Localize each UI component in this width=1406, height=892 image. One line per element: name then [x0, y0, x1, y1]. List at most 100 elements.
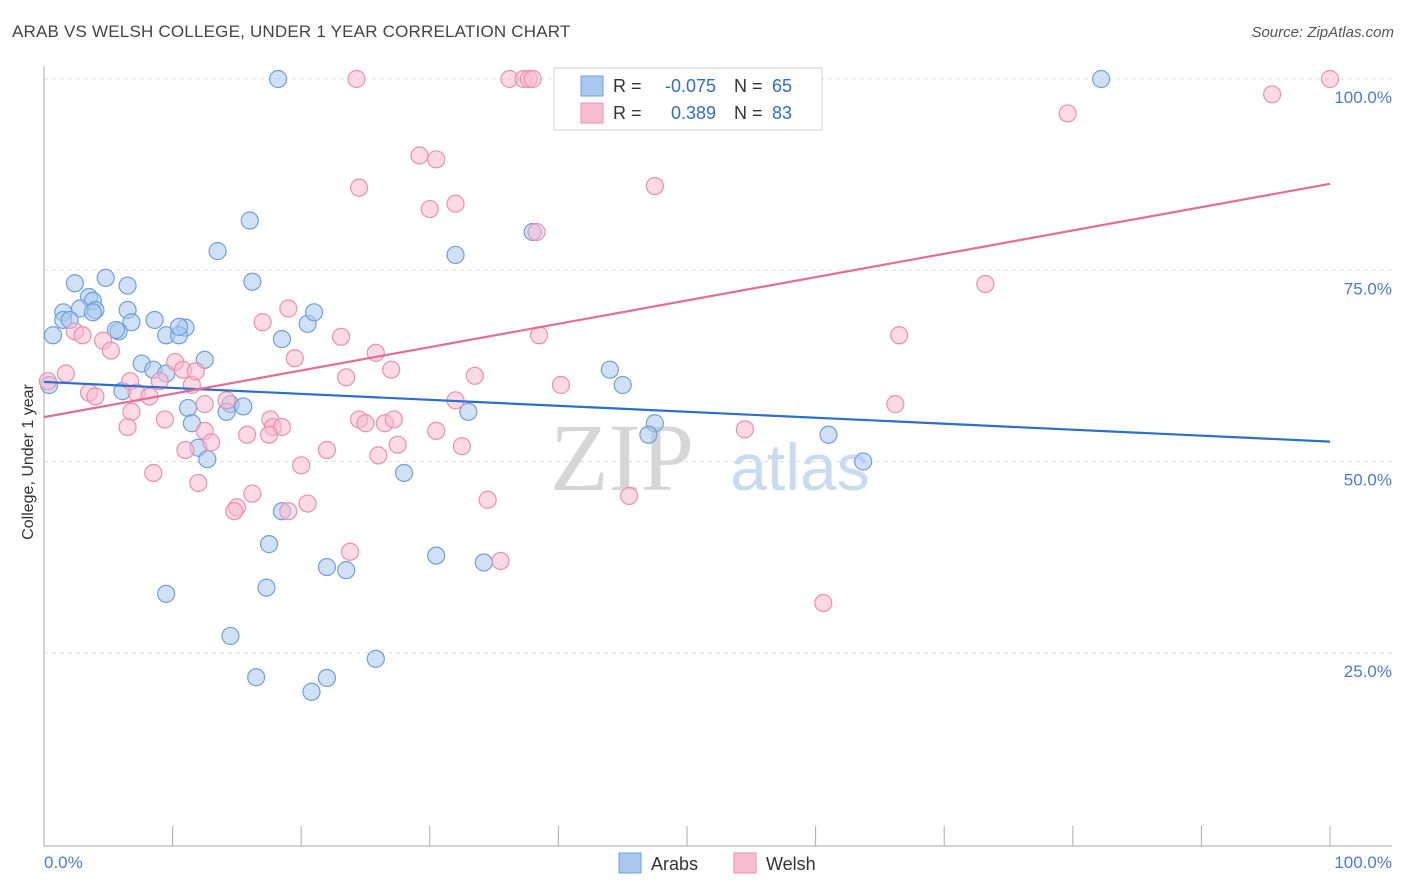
welsh-point [382, 360, 401, 379]
welsh-point [427, 150, 446, 169]
chart-title: ARAB VS WELSH COLLEGE, UNDER 1 YEAR CORR… [12, 22, 571, 41]
welsh-point [349, 178, 369, 197]
welsh-point [259, 425, 279, 444]
welsh-point [217, 391, 236, 410]
welsh-point [279, 299, 298, 318]
welsh-point [340, 542, 360, 561]
arabs-point [613, 375, 632, 395]
welsh-point [420, 199, 439, 219]
welsh-point [150, 372, 169, 391]
gridlines [44, 78, 1392, 654]
welsh-point [337, 368, 356, 387]
legend-n-label-welsh: N = [734, 103, 763, 123]
source-credit: Source: ZipAtlas.com [1251, 24, 1394, 41]
arabs-point [96, 268, 115, 287]
welsh-point [122, 402, 141, 421]
arabs-point [145, 310, 164, 330]
welsh-point [331, 327, 351, 346]
welsh-point [886, 395, 905, 414]
welsh-point [976, 274, 995, 294]
arabs-point [43, 326, 63, 345]
welsh-point [388, 435, 407, 454]
welsh-point [427, 421, 446, 440]
bottom-legend-label-arabs: Arabs [651, 854, 698, 874]
legend-n-value-welsh: 83 [772, 103, 792, 123]
arabs-point [394, 463, 414, 483]
y-tick-label-100: 100.0% [1334, 88, 1392, 107]
welsh-point [890, 326, 909, 345]
arabs-point [259, 535, 279, 554]
welsh-point [186, 362, 205, 381]
arabs-point [272, 330, 292, 349]
arabs-point [178, 398, 198, 418]
arabs-point [268, 69, 288, 89]
welsh-point [317, 440, 337, 460]
watermark-atlas: atlas [730, 430, 869, 504]
y-tick-label-75: 75.0% [1344, 279, 1392, 298]
legend-swatch-arabs [580, 75, 604, 97]
arabs-point [459, 402, 478, 421]
welsh-point [452, 437, 472, 456]
arabs-point [243, 272, 262, 291]
arabs-point [446, 245, 465, 265]
welsh-trend-line [43, 182, 1331, 419]
bottom-legend-swatch-arabs [618, 852, 642, 874]
welsh-point [735, 420, 754, 439]
welsh-point [285, 349, 304, 368]
welsh-point [527, 222, 546, 242]
welsh-point [410, 146, 429, 165]
welsh-point [491, 551, 510, 571]
welsh-point [56, 364, 75, 383]
arabs-trend-line [43, 380, 1331, 443]
welsh-point [155, 410, 174, 429]
arabs-point [317, 557, 337, 577]
legend-swatch-welsh [580, 102, 604, 124]
arabs-point [247, 668, 266, 687]
welsh-point [551, 375, 571, 395]
welsh-point [446, 194, 465, 213]
legend-n-value-arabs: 65 [772, 76, 792, 96]
welsh-point [465, 366, 484, 385]
welsh-point [1058, 104, 1077, 123]
arabs-point [234, 397, 253, 416]
welsh-point [279, 502, 298, 521]
welsh-point [645, 177, 664, 196]
x-tick-label-max: 100.0% [1334, 853, 1392, 872]
arabs-point [240, 211, 259, 230]
arabs-point [317, 668, 337, 688]
welsh-point [243, 484, 262, 503]
y-tick-label-25: 25.0% [1344, 662, 1392, 681]
arabs-point [366, 649, 385, 668]
series-legend: Arabs Welsh [618, 852, 816, 874]
arabs-point [302, 682, 321, 701]
arabs-point [65, 274, 84, 293]
legend-r-label-welsh: R = [613, 103, 642, 123]
arabs-point [221, 626, 240, 646]
y-tick-label-50: 50.0% [1344, 471, 1392, 490]
welsh-point [238, 425, 257, 444]
welsh-point [369, 446, 388, 465]
welsh-point [73, 326, 92, 345]
x-axis-ticks [43, 826, 1331, 846]
welsh-point [347, 69, 366, 89]
arabs-point [257, 578, 276, 597]
series-welsh-points [38, 69, 1340, 613]
welsh-point [101, 341, 120, 360]
arabs-point [304, 303, 324, 322]
arabs-point [122, 313, 141, 332]
arabs-point [474, 553, 493, 572]
welsh-point [195, 395, 214, 414]
arabs-point [600, 360, 619, 379]
welsh-point [384, 410, 403, 429]
welsh-point [814, 593, 833, 613]
welsh-point [118, 417, 137, 437]
arabs-point [198, 450, 217, 469]
y-tick-labels: 25.0% 50.0% 75.0% 100.0% [1334, 88, 1392, 681]
arabs-point [337, 561, 356, 580]
welsh-point [225, 502, 244, 521]
arabs-point [639, 425, 658, 444]
welsh-point [253, 313, 272, 332]
legend-r-value-welsh: 0.389 [671, 103, 716, 123]
arabs-point [157, 584, 176, 603]
